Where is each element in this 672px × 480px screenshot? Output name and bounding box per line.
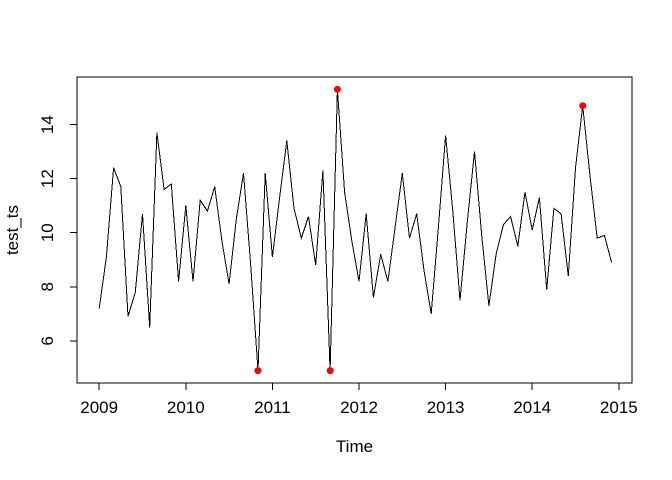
y-tick-label: 14 bbox=[38, 115, 57, 134]
outlier-point bbox=[579, 102, 587, 110]
y-tick-label: 10 bbox=[38, 223, 57, 242]
x-tick-label: 2009 bbox=[80, 398, 118, 417]
outlier-point bbox=[333, 85, 341, 93]
y-tick-label: 6 bbox=[38, 336, 57, 345]
outlier-point bbox=[254, 367, 262, 375]
chart-generated-layer: 2009 2010 2011 2012 2013 2014 2015 6 8 10 12 14 bbox=[38, 76, 638, 417]
x-tick-label: 2010 bbox=[167, 398, 205, 417]
x-tick-label: 2014 bbox=[513, 398, 551, 417]
x-tick-label: 2011 bbox=[254, 398, 291, 417]
x-axis-title: Time bbox=[336, 437, 373, 456]
x-tick-label: 2015 bbox=[600, 398, 638, 417]
outlier-point bbox=[326, 367, 334, 375]
x-tick-label: 2013 bbox=[427, 398, 465, 417]
series-line bbox=[98, 89, 613, 371]
y-tick-label: 8 bbox=[38, 282, 57, 291]
plot-box bbox=[76, 76, 633, 384]
y-tick-label: 12 bbox=[38, 169, 57, 188]
y-axis-title: test_ts bbox=[3, 205, 22, 255]
x-tick-label: 2012 bbox=[340, 398, 378, 417]
